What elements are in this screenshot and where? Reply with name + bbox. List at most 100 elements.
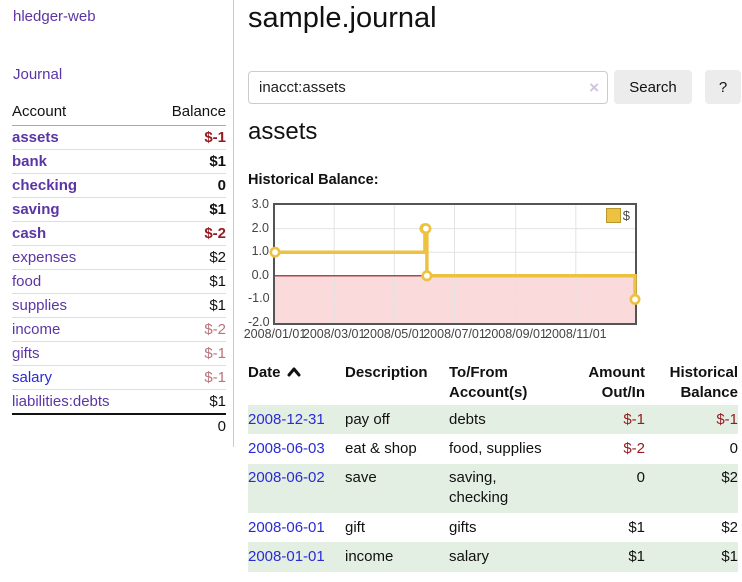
y-tick-label: 0.0 (251, 267, 269, 282)
transaction-balance: $2 (721, 469, 738, 486)
account-link[interactable]: cash (12, 225, 47, 242)
transaction-balance: $2 (721, 518, 738, 536)
account-balance: $1 (149, 269, 226, 294)
register-header-row: Date Description To/From Account(s) Amount … (248, 360, 738, 405)
search-button[interactable]: Search (614, 70, 692, 104)
transaction-balance: $1 (721, 547, 738, 565)
transaction-accounts: salary (449, 547, 490, 565)
transaction-accounts: food, supplies (449, 439, 542, 457)
transaction-description: save (345, 469, 377, 486)
sidebar: hledger-web Journal Account Balance asse… (0, 0, 234, 447)
account-row: salary $-1 (12, 365, 226, 390)
account-row: bank $1 (12, 149, 226, 174)
register-column-date[interactable]: Date (248, 360, 345, 405)
transaction-balance: 0 (729, 439, 738, 457)
account-row: assets $-1 (12, 126, 226, 150)
account-row: saving $1 (12, 197, 226, 222)
transaction-description: income (345, 547, 394, 565)
transaction-date-link[interactable]: 2008-01-01 (248, 547, 325, 565)
transaction-description: gift (345, 518, 366, 536)
y-tick-label: -2.0 (248, 315, 270, 329)
account-link[interactable]: liabilities:debts (12, 393, 110, 410)
transaction-accounts: gifts (449, 518, 477, 536)
app-title-link[interactable]: hledger-web (13, 8, 96, 25)
sort-ascending-icon (287, 367, 301, 377)
accounts-table: Account Balance assets $-1 bank $1 checking 0… (12, 98, 226, 438)
transaction-description: pay off (345, 410, 390, 428)
legend-label: $ (622, 208, 630, 223)
x-tick-label: 2008/03/01 (302, 327, 366, 341)
y-tick-label: 1.0 (251, 244, 269, 259)
transaction-row: 2008-06-02 save saving, checking 0 $2 (248, 463, 738, 513)
account-balance: $1 (149, 389, 226, 414)
account-row: liabilities:debts $1 (12, 389, 226, 414)
account-balance: $-2 (149, 221, 226, 246)
account-balance: $-1 (149, 365, 226, 390)
account-row: cash $-2 (12, 221, 226, 246)
account-link[interactable]: salary (12, 369, 53, 386)
account-row: food $1 (12, 269, 226, 294)
account-balance: $1 (149, 293, 226, 318)
transaction-amount: $1 (628, 547, 645, 565)
account-row: expenses $2 (12, 245, 226, 270)
sidebar-item-journal[interactable]: Journal (13, 66, 63, 83)
transaction-row: 2008-06-03 eat & shop food, supplies $-2 0 (248, 434, 738, 463)
account-row: supplies $1 (12, 293, 226, 318)
main-content: sample.journal × Search ? assets Histori… (244, 0, 741, 582)
register-column-amount-out-in: Amount Out/In (588, 364, 645, 401)
register-column-historical-balance: Historical Balance (669, 364, 738, 401)
x-tick-label: 2008/07/01 (423, 327, 486, 341)
accounts-header-balance: Balance (149, 98, 226, 126)
account-balance: 0 (149, 173, 226, 198)
chart-legend: $ (605, 208, 630, 223)
x-tick-label: 2008/11/01 (544, 327, 607, 341)
transaction-amount: $1 (628, 518, 645, 536)
x-tick-label: 2008/05/01 (363, 327, 426, 341)
transaction-amount: $-1 (623, 410, 645, 428)
legend-swatch (605, 208, 621, 223)
page-title: sample.journal (248, 2, 437, 34)
clear-icon[interactable]: × (589, 77, 599, 97)
accounts-header-account: Account (12, 98, 150, 126)
account-row: checking 0 (12, 173, 226, 198)
account-balance: $-2 (149, 317, 226, 342)
account-row: income $-2 (12, 317, 226, 342)
account-link[interactable]: food (12, 273, 42, 290)
x-tick-label: 2008/09/01 (484, 327, 547, 341)
account-balance: $1 (149, 197, 226, 222)
y-tick-label: 2.0 (251, 220, 269, 235)
transaction-accounts: debts (449, 410, 486, 428)
x-tick-label: 2008/01/01 (243, 327, 307, 341)
account-link[interactable]: saving (12, 201, 60, 218)
transaction-row: 2008-06-01 gift gifts $1 $2 (248, 513, 738, 542)
search-input[interactable] (248, 70, 608, 104)
transaction-date-link[interactable]: 2008-06-02 (248, 469, 325, 486)
account-link[interactable]: bank (12, 153, 48, 170)
chart-plot-area: $ (269, 203, 641, 325)
transaction-date-link[interactable]: 2008-12-31 (248, 410, 325, 428)
help-button[interactable]: ? (705, 70, 741, 104)
register-column-to-from-account-s-: To/From Account(s) (449, 364, 528, 401)
chart-title: Historical Balance: (248, 172, 379, 188)
account-link[interactable]: checking (12, 177, 78, 194)
accounts-total-row: 0 (12, 413, 226, 438)
y-tick-label: 3.0 (251, 197, 269, 211)
transaction-date-link[interactable]: 2008-06-03 (248, 439, 325, 457)
account-link[interactable]: income (12, 321, 61, 338)
register-table: Date Description To/From Account(s) Amount … (248, 360, 738, 572)
transaction-row: 2008-12-31 pay off debts $-1 $-1 (248, 405, 738, 435)
transaction-balance: $-1 (716, 410, 738, 428)
chart-canvas (269, 205, 641, 323)
account-link[interactable]: gifts (12, 345, 40, 362)
account-balance: $2 (149, 245, 226, 270)
account-link[interactable]: assets (12, 129, 59, 146)
transaction-date-link[interactable]: 2008-06-01 (248, 518, 325, 536)
account-link[interactable]: supplies (12, 297, 68, 314)
account-link[interactable]: expenses (12, 249, 77, 266)
y-tick-label: -1.0 (248, 291, 270, 306)
search-form: × Search ? (248, 70, 741, 104)
account-balance: $1 (149, 149, 226, 174)
transaction-accounts: saving, checking (449, 469, 509, 507)
transaction-amount: 0 (636, 469, 645, 486)
register-table-body: 2008-12-31 pay off debts $-1 $-1 2008-06-03 ea… (248, 405, 738, 572)
